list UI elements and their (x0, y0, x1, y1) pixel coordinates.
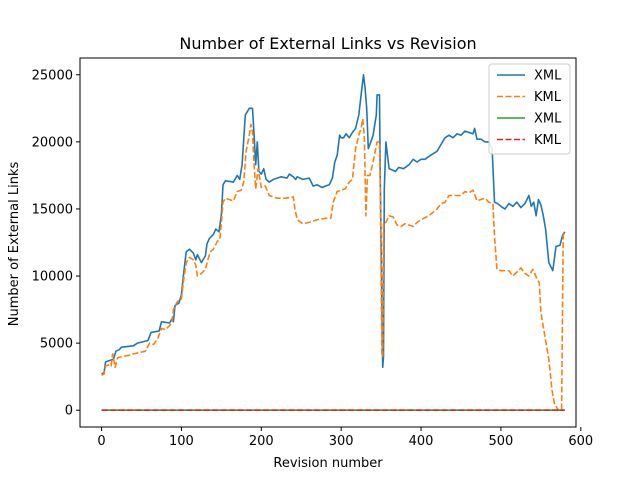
x-tick-label: 100 (169, 434, 194, 449)
x-axis-title: Revision number (273, 456, 383, 471)
legend-label: KML (534, 133, 562, 148)
y-tick-label: 15000 (32, 202, 73, 217)
legend-label: KML (534, 90, 562, 105)
legend-label: XML (534, 112, 562, 127)
x-tick-label: 400 (409, 434, 434, 449)
legend-box (488, 63, 571, 155)
x-tick-label: 0 (97, 434, 105, 449)
x-tick-label: 600 (568, 434, 593, 449)
y-tick-label: 10000 (32, 270, 73, 285)
legend-label: XML (534, 69, 562, 84)
y-axis: 0 5000 10000 15000 20000 25000 (32, 68, 80, 419)
x-tick-label: 200 (249, 434, 274, 449)
chart-title: Number of External Links vs Revision (179, 34, 476, 53)
y-tick-label: 25000 (32, 68, 73, 83)
y-tick-label: 0 (65, 404, 73, 419)
y-tick-label: 20000 (32, 135, 73, 150)
legend: XML KML XML KML (488, 63, 571, 155)
x-tick-label: 300 (329, 434, 354, 449)
x-tick-label: 500 (489, 434, 514, 449)
series-line-2 (101, 118, 566, 411)
y-tick-label: 5000 (40, 337, 73, 352)
y-axis-title: Number of External Links (7, 162, 22, 327)
plot-frame (79, 57, 577, 428)
x-axis: 0 100 200 300 400 500 600 (97, 427, 593, 449)
